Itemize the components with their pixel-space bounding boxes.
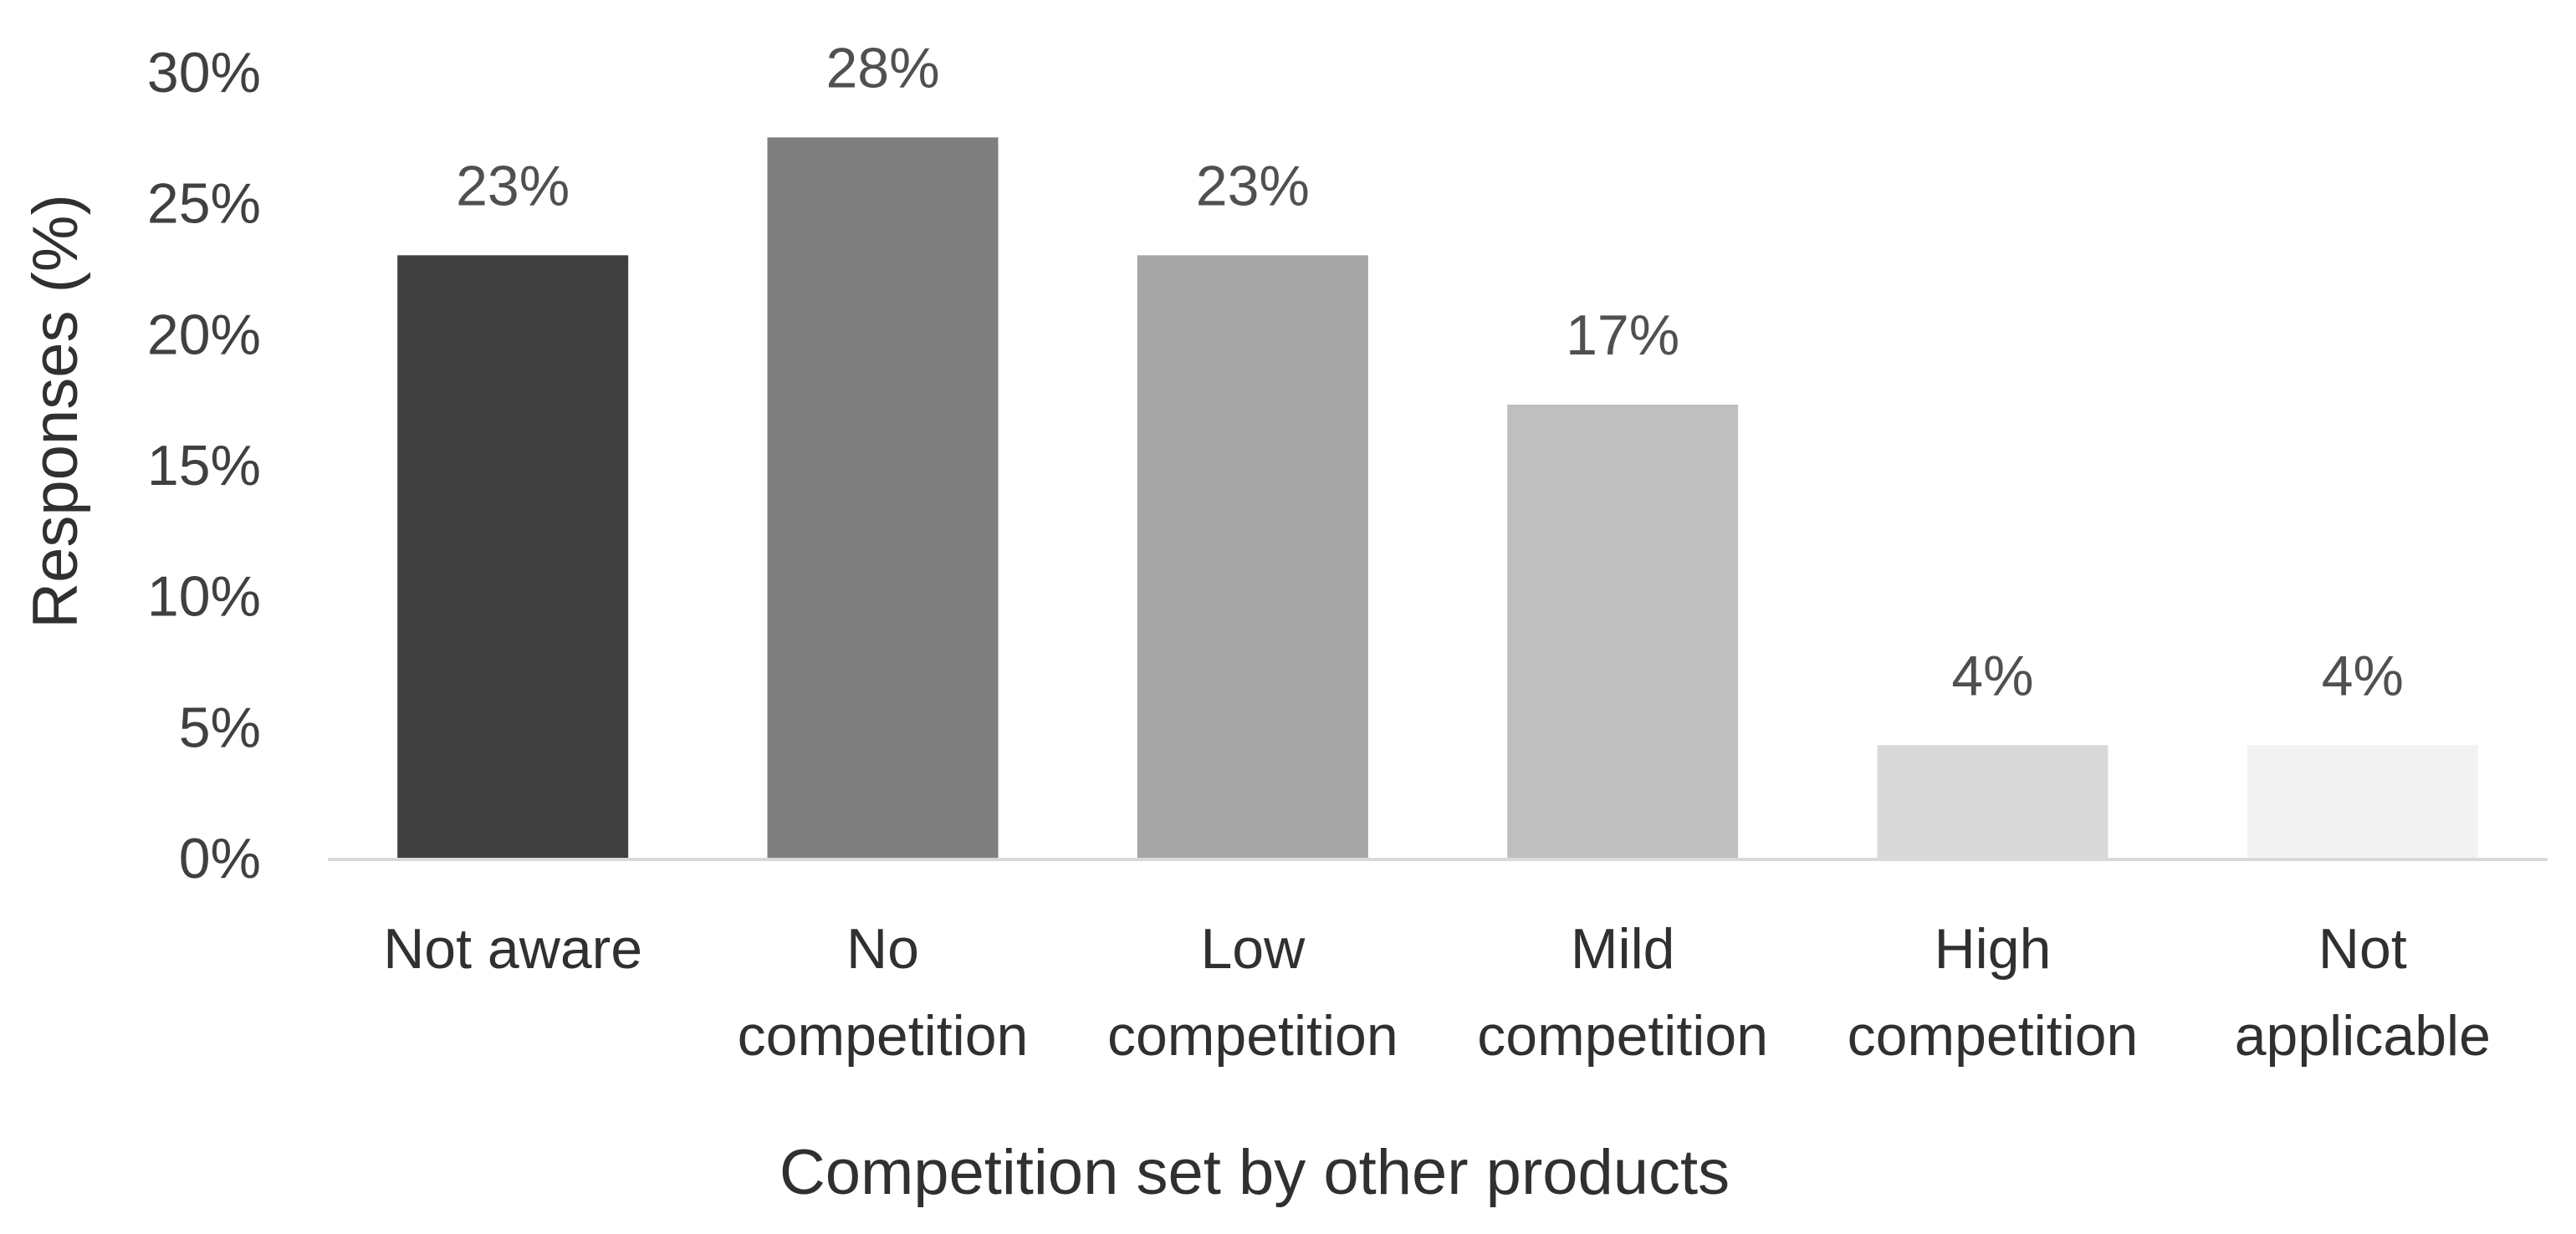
bar [1877, 745, 2108, 858]
x-tick-label: Not applicable [2235, 917, 2491, 1068]
data-label: 17% [1566, 303, 1679, 367]
x-tick-label: High competition [1848, 917, 2139, 1068]
y-tick-label: 10% [147, 565, 261, 629]
data-labels-group: 23% 28% 23% 17% 4% 4% [456, 36, 2404, 707]
y-tick-label: 15% [147, 434, 261, 497]
y-tick-label: 20% [147, 303, 261, 366]
bar [397, 255, 629, 858]
bar [2246, 745, 2478, 858]
y-tick-label: 0% [179, 827, 261, 890]
x-tick-label: Mild competition [1477, 917, 1768, 1068]
x-tick-label: Low competition [1107, 917, 1398, 1068]
category-labels-group: Not aware No competition Low competition Mild… [383, 917, 2491, 1068]
y-axis-title: Responses (%) [20, 194, 91, 629]
y-axis-ticks: 0% 5% 10% 15% 20% 25% 30% [147, 41, 261, 890]
y-tick-label: 5% [179, 696, 261, 759]
data-label: 28% [825, 36, 939, 99]
data-label: 4% [2322, 644, 2404, 707]
data-label: 4% [1951, 644, 2033, 707]
x-axis-title: Competition set by other products [779, 1137, 1730, 1208]
x-tick-label: No competition [738, 917, 1029, 1068]
x-tick-label: Not aware [383, 917, 642, 981]
data-label: 23% [1196, 154, 1310, 217]
y-tick-label: 25% [147, 172, 261, 236]
bars-group [397, 137, 2478, 859]
bar [767, 137, 999, 859]
y-tick-label: 30% [147, 41, 261, 105]
data-label: 23% [456, 154, 570, 217]
bar [1507, 404, 1739, 858]
bar [1137, 255, 1368, 858]
